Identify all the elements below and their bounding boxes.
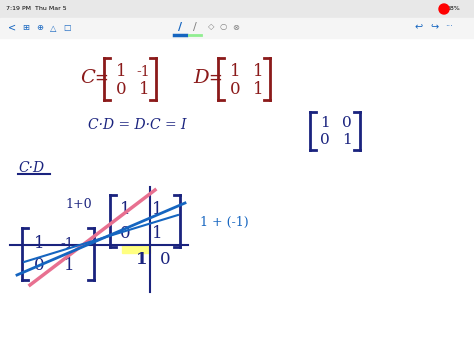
Circle shape (439, 4, 449, 14)
Text: 1+0: 1+0 (65, 198, 91, 212)
Text: 1: 1 (136, 251, 147, 268)
Text: 0: 0 (230, 82, 241, 98)
Text: 0: 0 (34, 257, 45, 274)
Text: -1: -1 (60, 237, 73, 251)
Text: 1: 1 (34, 235, 45, 252)
Text: ☐: ☐ (63, 23, 71, 33)
Text: C·D = D·C = I: C·D = D·C = I (88, 118, 186, 132)
Text: 1 + (-1): 1 + (-1) (200, 215, 249, 229)
Text: 1: 1 (152, 224, 163, 241)
Text: △: △ (50, 23, 56, 33)
Text: ⊞: ⊞ (22, 23, 29, 33)
Text: 0: 0 (320, 133, 330, 147)
Text: 1: 1 (253, 64, 264, 81)
Text: ⊕: ⊕ (36, 23, 43, 33)
Text: -1: -1 (136, 65, 150, 79)
Text: ↪: ↪ (430, 22, 438, 32)
Text: <: < (8, 23, 16, 33)
Text: C: C (80, 69, 95, 87)
Text: 1: 1 (320, 116, 330, 130)
Text: 1: 1 (152, 201, 163, 218)
Text: 1: 1 (342, 133, 352, 147)
Bar (122, 245, 150, 253)
Text: 7:19 PM  Thu Mar 5: 7:19 PM Thu Mar 5 (6, 6, 67, 11)
Text: 1: 1 (253, 82, 264, 98)
Text: ···: ··· (445, 22, 453, 32)
Text: C·D: C·D (18, 161, 44, 175)
Text: ○: ○ (220, 22, 227, 32)
Bar (0, 0, 474, 18)
Bar (0, 18, 474, 38)
Text: /: / (193, 22, 197, 32)
Text: D: D (193, 69, 209, 87)
Text: ↩: ↩ (415, 22, 423, 32)
Text: 1: 1 (139, 82, 150, 98)
Text: 58%: 58% (446, 6, 460, 11)
Text: =: = (208, 69, 222, 87)
Text: 0: 0 (160, 251, 171, 268)
Text: 0: 0 (116, 82, 127, 98)
Text: 0: 0 (342, 116, 352, 130)
Text: 1: 1 (120, 201, 131, 218)
Text: 1: 1 (230, 64, 241, 81)
Text: ◇: ◇ (208, 22, 215, 32)
Text: /: / (178, 22, 182, 32)
Text: 1: 1 (64, 257, 74, 274)
Text: 0: 0 (120, 224, 131, 241)
Text: ⊗: ⊗ (232, 22, 239, 32)
Text: =: = (94, 69, 108, 87)
Text: 1: 1 (116, 64, 127, 81)
